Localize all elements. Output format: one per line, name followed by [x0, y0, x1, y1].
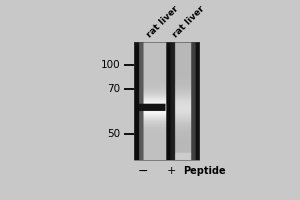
Text: +: +	[167, 166, 176, 176]
Text: 50: 50	[107, 129, 120, 139]
Text: rat liver: rat liver	[145, 4, 180, 39]
Text: rat liver: rat liver	[171, 4, 206, 39]
Text: 70: 70	[107, 84, 120, 94]
Text: 100: 100	[100, 60, 120, 70]
Text: Peptide: Peptide	[183, 166, 225, 176]
Text: −: −	[138, 165, 148, 178]
Bar	[134, 42, 199, 160]
